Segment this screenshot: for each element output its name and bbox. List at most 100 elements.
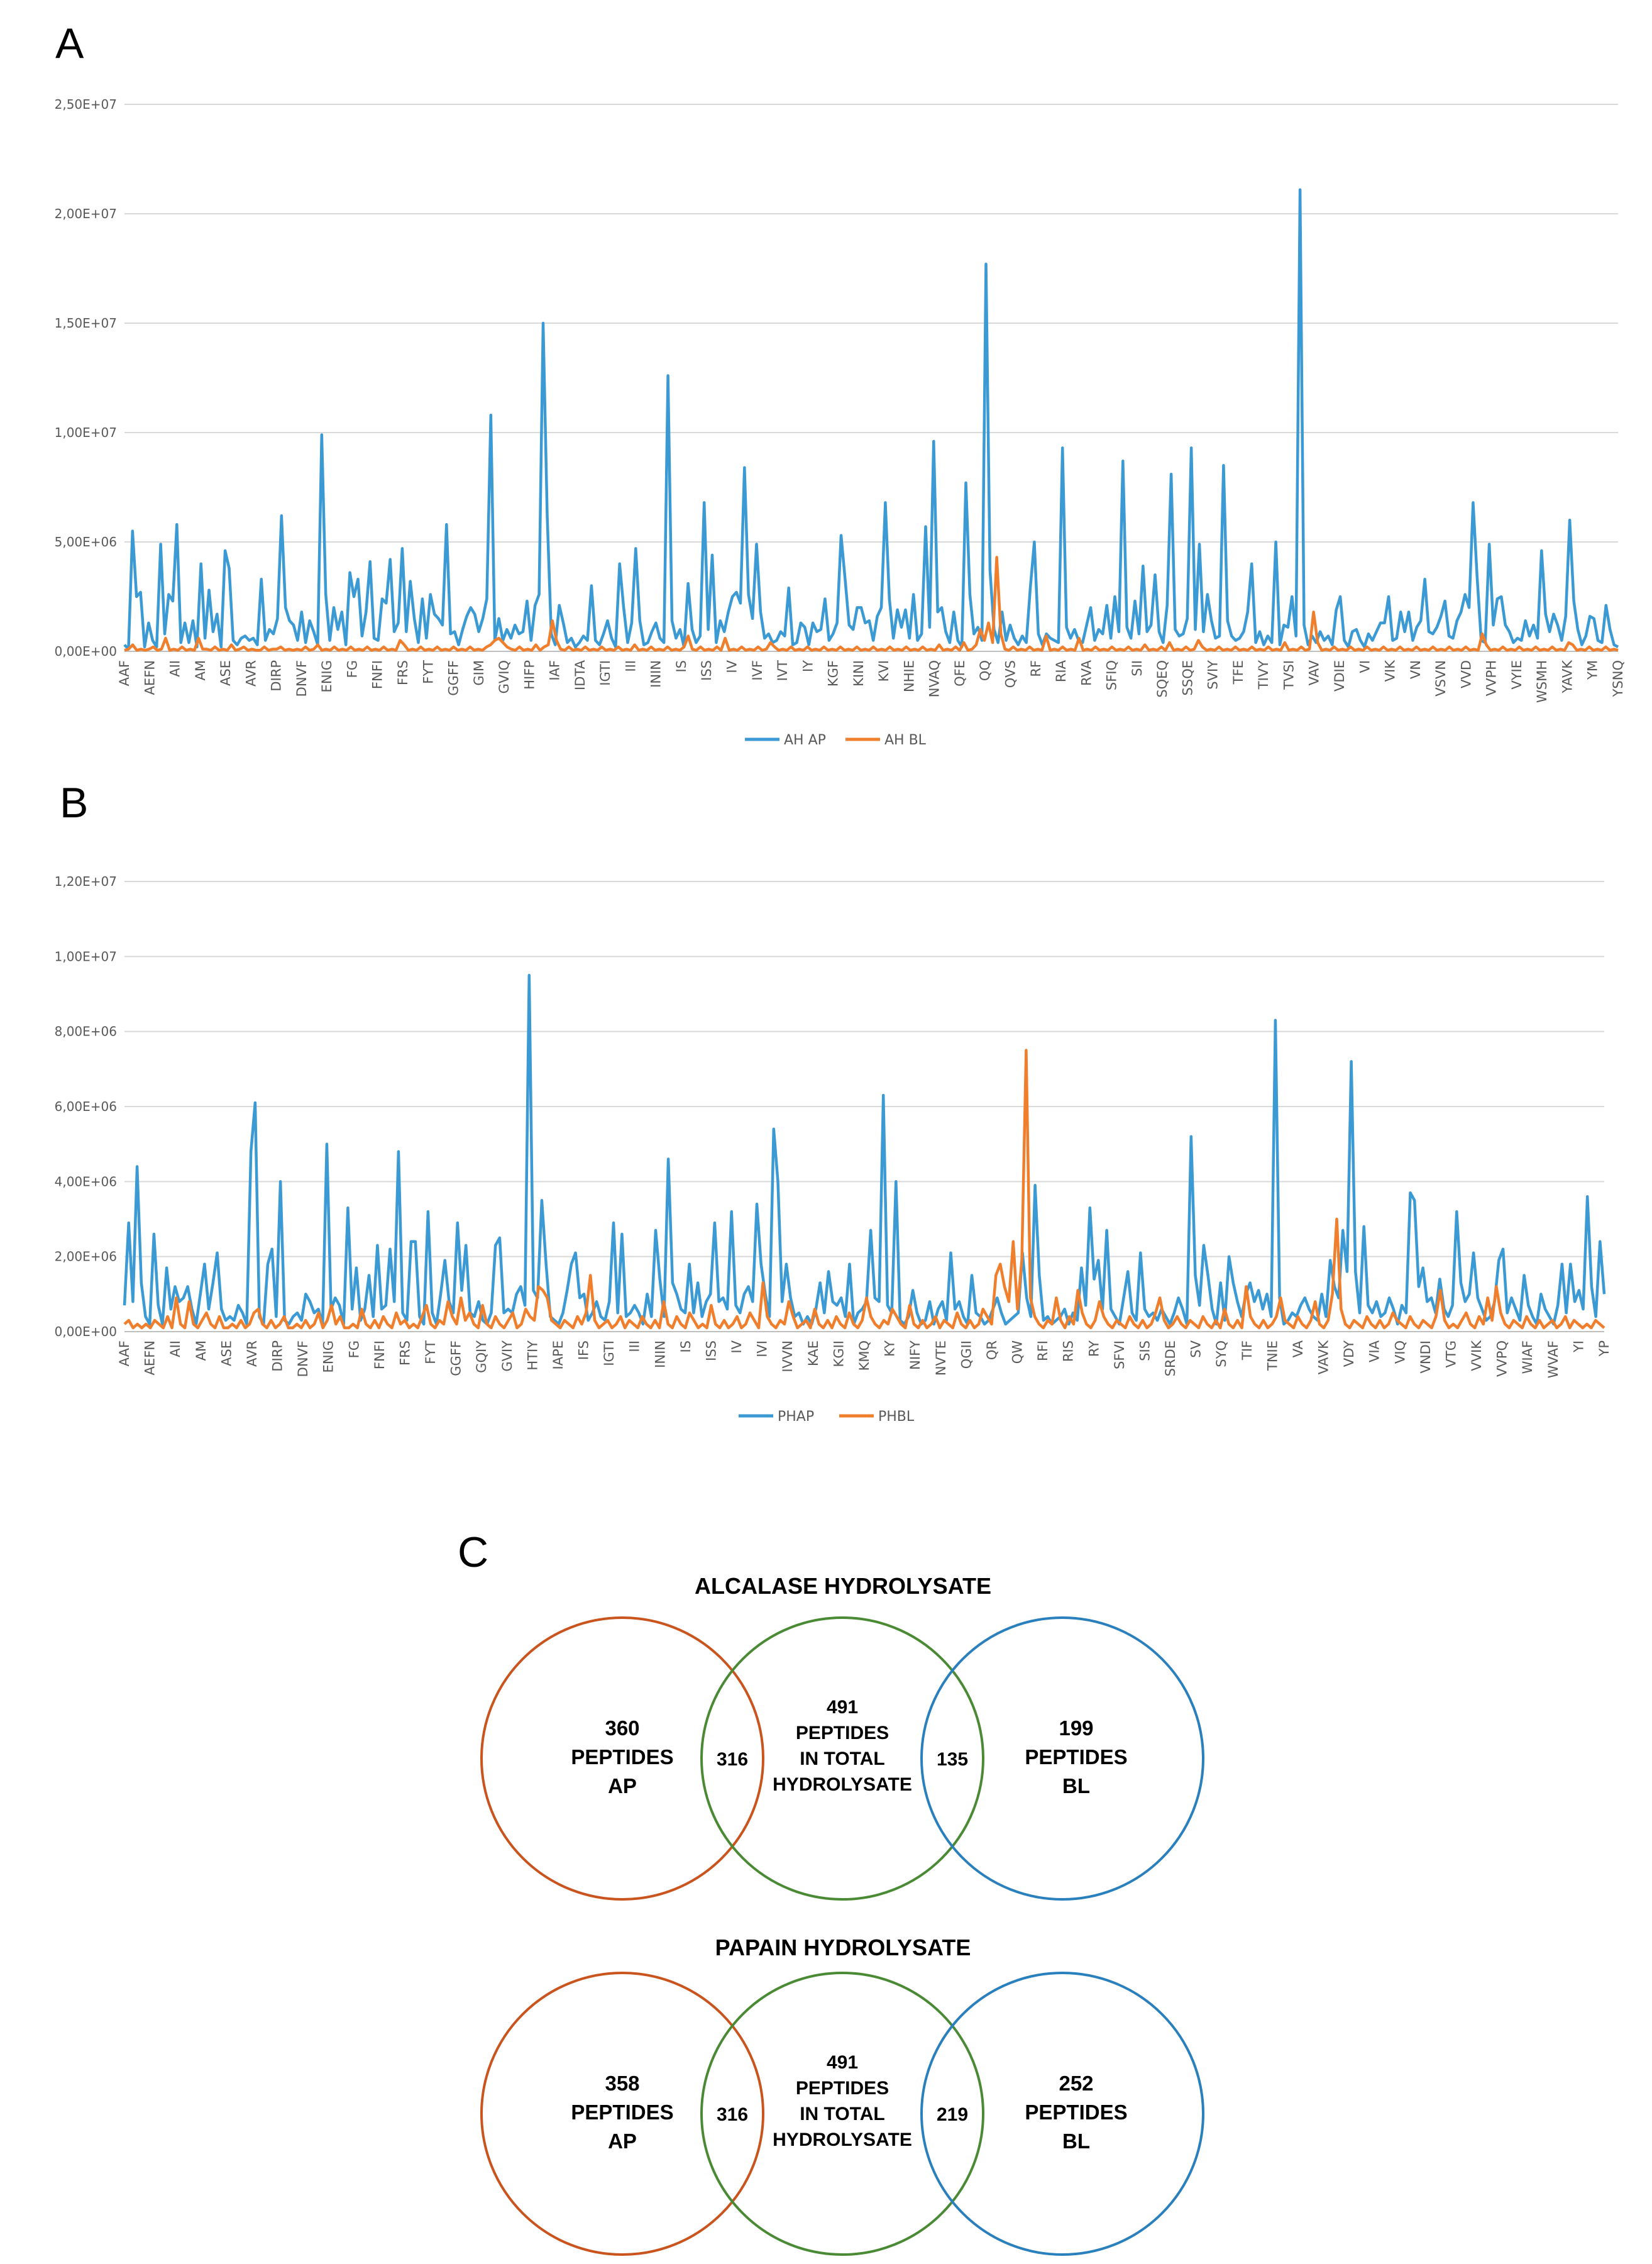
y-tick-label: 2,00E+06 bbox=[55, 1249, 117, 1264]
venn-papain-total-count: 491 bbox=[827, 2052, 858, 2073]
venn-papain-bl-count: 252 bbox=[1059, 2072, 1093, 2095]
x-category-label: QQ bbox=[977, 660, 993, 681]
x-category-label: RIS bbox=[1061, 1340, 1076, 1362]
legend-entry: AH AP bbox=[784, 732, 826, 748]
x-category-label: AEFN bbox=[142, 660, 157, 695]
x-category-label: YSNQ bbox=[1611, 660, 1626, 697]
x-category-label: KMQ bbox=[857, 1340, 872, 1371]
y-tick-label: 1,00E+07 bbox=[55, 425, 117, 440]
x-category-label: GGFF bbox=[446, 660, 461, 696]
x-category-label: VIA bbox=[1367, 1340, 1382, 1362]
y-tick-label: 1,50E+07 bbox=[55, 316, 117, 331]
x-category-label: III bbox=[623, 660, 638, 672]
x-category-label: GIM bbox=[471, 660, 487, 686]
x-category-label: NIFY bbox=[908, 1340, 923, 1370]
x-category-label: VDY bbox=[1341, 1340, 1357, 1367]
x-category-label: FYT bbox=[421, 660, 436, 684]
y-tick-label: 1,00E+07 bbox=[55, 949, 117, 964]
venn-alcalase-ap-label: PEPTIDES bbox=[571, 1745, 673, 1769]
x-category-label: RVA bbox=[1079, 660, 1094, 685]
x-category-label: IGTI bbox=[602, 1340, 617, 1366]
x-category-label: VNDI bbox=[1418, 1340, 1433, 1373]
x-category-label: VAV bbox=[1307, 660, 1322, 685]
x-category-label: GVIY bbox=[500, 1340, 515, 1372]
x-category-label: GGFF bbox=[449, 1340, 464, 1376]
x-category-label: TIF bbox=[1240, 1340, 1255, 1361]
x-category-label: SFVI bbox=[1112, 1340, 1127, 1369]
x-category-label: AVR bbox=[245, 1340, 260, 1367]
x-category-label: QVS bbox=[1003, 660, 1018, 688]
x-category-label: NVAQ bbox=[927, 660, 942, 697]
x-category-label: AAF bbox=[117, 1340, 132, 1366]
x-category-label: SVIY bbox=[1206, 660, 1221, 690]
x-category-label: ENIG bbox=[321, 1340, 336, 1372]
x-category-label: FRS bbox=[395, 660, 410, 685]
x-category-label: NVTE bbox=[933, 1340, 949, 1376]
x-category-label: FG bbox=[344, 660, 360, 678]
x-category-label: VIK bbox=[1383, 660, 1398, 682]
x-category-label: IFS bbox=[576, 1340, 592, 1360]
venn-papain-total-tag: HYDROLYSATE bbox=[773, 2129, 912, 2150]
venn-alcalase-ap-circle bbox=[480, 1616, 764, 1901]
x-category-label: IGTI bbox=[598, 660, 613, 686]
venn-papain-bl-circle bbox=[920, 1972, 1204, 2256]
x-category-label: KAE bbox=[806, 1340, 821, 1366]
legend-entry: PHAP bbox=[778, 1409, 814, 1425]
x-category-label: QR bbox=[984, 1340, 999, 1360]
x-category-label: ININ bbox=[649, 660, 664, 688]
x-category-label: SFIQ bbox=[1104, 660, 1120, 690]
x-category-label: VVD bbox=[1458, 660, 1473, 688]
venn-diagrams: ALCALASE HYDROLYSATE 360 PEPTIDES AP 316… bbox=[480, 1573, 1204, 2256]
x-category-label: III bbox=[627, 1340, 642, 1352]
venn-alcalase-ap-total-overlap: 316 bbox=[717, 1749, 748, 1770]
x-category-label: WVAF bbox=[1546, 1340, 1561, 1378]
x-category-label: AM bbox=[193, 660, 208, 680]
x-category-label: HTIY bbox=[525, 1340, 540, 1371]
x-category-label: ISS bbox=[699, 660, 714, 681]
x-category-label: IAPE bbox=[551, 1340, 566, 1370]
venn-alcalase-ap-count: 360 bbox=[605, 1716, 639, 1740]
y-tick-label: 6,00E+06 bbox=[55, 1099, 117, 1114]
venn-alcalase-total-sub: IN TOTAL bbox=[800, 1748, 885, 1769]
venn-papain-ap-total-overlap: 316 bbox=[717, 2104, 748, 2125]
x-category-label: AM bbox=[194, 1340, 209, 1361]
venn-papain-total-sub: IN TOTAL bbox=[800, 2104, 885, 2124]
x-category-label: VYIE bbox=[1509, 660, 1524, 690]
x-category-label: QW bbox=[1010, 1340, 1025, 1364]
venn-papain-ap-count: 358 bbox=[605, 2072, 639, 2095]
x-category-label: AII bbox=[168, 660, 183, 677]
x-category-label: DNVF bbox=[294, 660, 309, 697]
x-category-label: ASE bbox=[219, 1340, 234, 1366]
x-category-label: YAVK bbox=[1560, 660, 1575, 694]
x-category-label: RFI bbox=[1035, 1340, 1050, 1361]
x-category-label: VA bbox=[1291, 1340, 1306, 1357]
series-line-phbl bbox=[123, 1049, 1605, 1330]
x-category-label: ININ bbox=[653, 1340, 668, 1368]
venn-alcalase-total-bl-overlap: 135 bbox=[937, 1749, 968, 1770]
venn-papain-ap-circle bbox=[480, 1972, 764, 2256]
x-category-label: ISS bbox=[704, 1340, 719, 1361]
panel-label-a: A bbox=[55, 19, 84, 67]
y-tick-label: 1,20E+07 bbox=[55, 874, 117, 889]
venn-papain-bl-tag: BL bbox=[1062, 2129, 1090, 2153]
venn-alcalase-bl-label: PEPTIDES bbox=[1025, 1745, 1127, 1769]
chart-a-alcalase-line-chart: 0,00E+00 5,00E+06 1,00E+07 1,50E+07 2,00E+07… bbox=[55, 97, 1626, 748]
y-tick-label: 0,00E+00 bbox=[55, 1324, 117, 1339]
x-category-label: IVT bbox=[775, 660, 790, 682]
x-category-label: IS bbox=[674, 660, 689, 673]
x-category-label: KINI bbox=[851, 660, 866, 687]
x-category-label: ASE bbox=[218, 660, 233, 686]
x-category-label: DIRP bbox=[269, 660, 284, 692]
x-category-label: VDIE bbox=[1332, 660, 1347, 692]
y-tick-label: 2,50E+07 bbox=[55, 97, 117, 112]
x-category-label: VAVK bbox=[1316, 1340, 1331, 1374]
venn-alcalase-total-circle bbox=[700, 1616, 984, 1901]
x-category-label: DIRP bbox=[270, 1340, 285, 1372]
x-category-label: RIA bbox=[1054, 660, 1069, 682]
series-line-ah-ap bbox=[123, 188, 1619, 651]
x-category-label: YP bbox=[1597, 1340, 1612, 1357]
y-tick-label: 2,00E+07 bbox=[55, 206, 117, 221]
x-category-label: TNIE bbox=[1265, 1340, 1280, 1371]
series-line-phap bbox=[123, 973, 1606, 1326]
x-category-label: IY bbox=[800, 660, 815, 672]
